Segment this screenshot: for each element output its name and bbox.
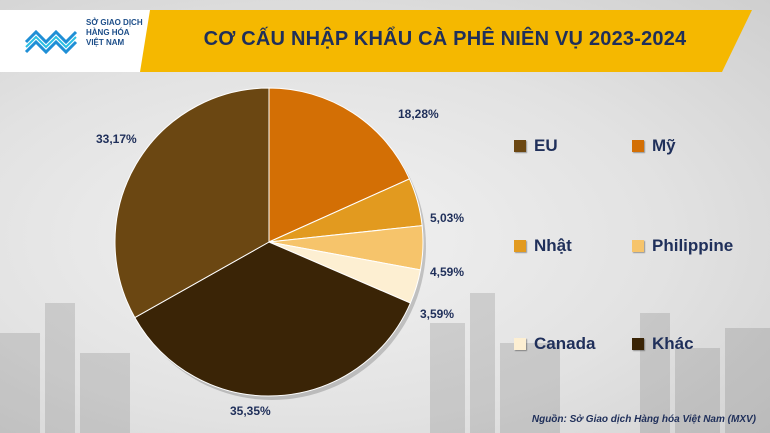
legend-swatch: [514, 338, 526, 350]
data-label-mỹ: 18,28%: [398, 107, 439, 121]
pie-slice-khác: [134, 241, 412, 397]
legend-swatch: [632, 338, 644, 350]
skyline-background: [0, 293, 770, 433]
legend-item-philippine: Philippine: [632, 236, 733, 256]
data-label-canada: 3,59%: [420, 307, 454, 321]
legend-label: Khác: [652, 334, 694, 353]
legend-label: Canada: [534, 334, 596, 353]
legend-swatch: [514, 240, 526, 252]
data-label-nhật: 5,03%: [430, 211, 464, 225]
legend-label: Mỹ: [652, 136, 676, 155]
chart-title: CƠ CẤU NHẬP KHẨU CÀ PHÊ NIÊN VỤ 2023-202…: [203, 28, 687, 50]
logo-text: SỞ GIAO DỊCH HÀNG HÓA VIỆT NAM: [86, 18, 146, 48]
logo-icon: [24, 29, 78, 55]
legend-swatch: [632, 240, 644, 252]
logo-line-2: HÀNG HÓA: [86, 28, 130, 37]
logo-line-3: VIỆT NAM: [86, 38, 125, 47]
data-label-philippine: 4,59%: [430, 265, 464, 279]
pie-slice-mỹ: [268, 87, 411, 243]
title-banner: [0, 10, 752, 72]
legend-item-nhật: Nhật: [514, 236, 572, 256]
legend-label: Nhật: [534, 236, 572, 255]
legend-item-canada: Canada: [514, 334, 595, 354]
legend-label: EU: [534, 136, 558, 155]
legend-item-mỹ: Mỹ: [632, 136, 676, 156]
pie-slice-eu: [114, 87, 270, 319]
legend-item-khác: Khác: [632, 334, 694, 354]
legend-label: Philippine: [652, 236, 734, 255]
legend-swatch: [632, 140, 644, 152]
logo-line-1: SỞ GIAO DỊCH: [86, 18, 143, 27]
data-label-eu: 33,17%: [96, 132, 137, 146]
data-label-khác: 35,35%: [230, 404, 271, 418]
source-note: Nguồn: Sở Giao dịch Hàng hóa Việt Nam (M…: [531, 414, 756, 425]
legend-item-eu: EU: [514, 136, 558, 156]
legend-swatch: [514, 140, 526, 152]
